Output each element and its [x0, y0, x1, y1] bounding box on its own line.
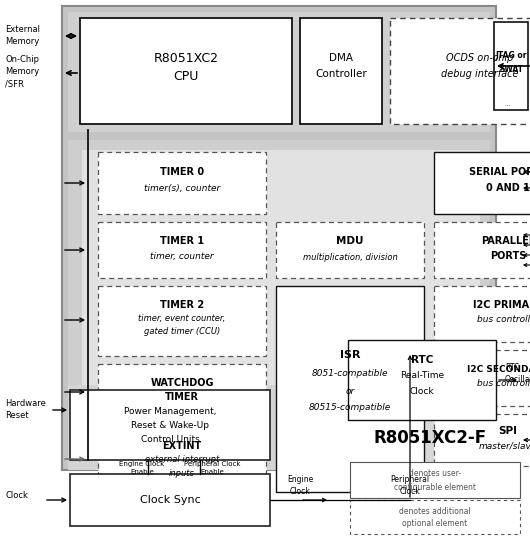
Text: timer, event counter,: timer, event counter,	[138, 315, 226, 323]
Text: PARALLEL: PARALLEL	[481, 236, 530, 246]
Bar	[98, 286, 266, 356]
Text: TIMER 1: TIMER 1	[160, 236, 204, 246]
Text: Memory: Memory	[5, 68, 39, 76]
Bar	[434, 152, 530, 214]
Bar	[80, 18, 292, 124]
Bar	[68, 12, 490, 132]
Text: Controller: Controller	[315, 69, 367, 79]
Text: TIMER: TIMER	[165, 392, 199, 402]
Text: 80515-compatible: 80515-compatible	[309, 403, 391, 411]
Bar	[276, 286, 424, 492]
Text: bus controller: bus controller	[477, 316, 530, 324]
Text: Engine Clock: Engine Clock	[119, 461, 165, 467]
Text: Enable: Enable	[130, 469, 154, 475]
Bar	[70, 390, 270, 460]
Text: External: External	[5, 25, 40, 34]
Text: R8051XC2: R8051XC2	[154, 52, 218, 64]
Bar	[68, 385, 348, 470]
Text: Power Management,: Power Management,	[123, 408, 216, 417]
Bar	[68, 140, 490, 456]
Text: Real-Time: Real-Time	[400, 372, 444, 381]
Bar	[350, 462, 520, 498]
Text: denotes additional: denotes additional	[399, 507, 471, 517]
Text: I2C SECONDARY: I2C SECONDARY	[467, 365, 530, 374]
Bar	[98, 364, 266, 420]
Text: Oscillator: Oscillator	[505, 375, 530, 384]
Text: DMA: DMA	[329, 53, 353, 63]
Text: bus controller: bus controller	[477, 380, 530, 388]
Text: Peripheral: Peripheral	[391, 475, 429, 484]
Text: multiplication, division: multiplication, division	[303, 252, 398, 262]
Text: EXTINT: EXTINT	[162, 441, 201, 451]
Text: 8051-compatible: 8051-compatible	[312, 369, 388, 379]
Bar	[434, 222, 530, 278]
Text: configurable element: configurable element	[394, 483, 476, 491]
Text: Memory: Memory	[5, 38, 39, 47]
Bar	[82, 150, 480, 450]
Text: master/slave: master/slave	[479, 441, 530, 451]
Text: RTC: RTC	[411, 355, 433, 365]
Text: gated timer (CCU): gated timer (CCU)	[144, 328, 220, 337]
Text: SPI: SPI	[499, 426, 517, 436]
Text: Peripheral Clock: Peripheral Clock	[184, 461, 240, 467]
Text: R8051XC2-F: R8051XC2-F	[374, 429, 487, 447]
Bar	[62, 6, 496, 470]
Text: external interrupt: external interrupt	[145, 455, 219, 465]
Bar	[70, 474, 270, 526]
Bar	[350, 500, 520, 534]
Text: Clock: Clock	[410, 387, 434, 395]
Text: denotes user-: denotes user-	[409, 469, 461, 478]
Bar	[434, 414, 530, 466]
Text: timer(s), counter: timer(s), counter	[144, 184, 220, 192]
Bar	[390, 18, 530, 124]
Text: optional element: optional element	[402, 519, 467, 528]
Text: RTC: RTC	[505, 364, 519, 373]
Bar	[348, 340, 496, 420]
Text: Clock: Clock	[5, 491, 28, 500]
Text: JTAG or: JTAG or	[495, 50, 527, 60]
Text: MDU: MDU	[336, 236, 364, 246]
Bar	[494, 22, 528, 110]
Text: TIMER 0: TIMER 0	[160, 167, 204, 177]
Text: Reset & Wake-Up: Reset & Wake-Up	[131, 422, 209, 431]
Bar	[348, 385, 496, 470]
Text: timer, counter: timer, counter	[150, 251, 214, 260]
Text: On-Chip: On-Chip	[5, 55, 39, 64]
Text: TIMER 2: TIMER 2	[160, 300, 204, 310]
Text: 0 AND 1: 0 AND 1	[486, 183, 530, 193]
Text: or: or	[346, 387, 355, 395]
Text: inputs: inputs	[169, 468, 195, 477]
Bar	[98, 152, 266, 214]
Text: I2C PRIMARY: I2C PRIMARY	[473, 300, 530, 310]
Text: OCDS on-chip: OCDS on-chip	[446, 53, 514, 63]
Text: Reset: Reset	[5, 411, 29, 420]
Text: debug interface: debug interface	[441, 69, 519, 79]
Text: CPU: CPU	[173, 69, 199, 83]
Text: Enable: Enable	[200, 469, 224, 475]
Text: Clock Sync: Clock Sync	[139, 495, 200, 505]
Text: /SFR: /SFR	[5, 79, 24, 89]
Text: SWAT: SWAT	[499, 64, 523, 74]
Text: ISR: ISR	[340, 350, 360, 360]
Text: Control Units: Control Units	[140, 436, 199, 445]
Text: SERIAL PORTS: SERIAL PORTS	[469, 167, 530, 177]
Text: Engine: Engine	[287, 475, 313, 484]
Text: WATCHDOG: WATCHDOG	[150, 378, 214, 388]
Text: Clock: Clock	[400, 487, 420, 496]
Text: PORTS: PORTS	[490, 251, 526, 261]
Bar	[434, 350, 530, 406]
Bar	[434, 286, 530, 342]
Text: JTAG or: JTAG or	[505, 104, 511, 106]
Text: Hardware: Hardware	[5, 400, 46, 409]
Bar	[276, 222, 424, 278]
Bar	[98, 222, 266, 278]
Bar	[98, 428, 266, 490]
Bar	[300, 18, 382, 124]
Text: Clock: Clock	[289, 487, 311, 496]
